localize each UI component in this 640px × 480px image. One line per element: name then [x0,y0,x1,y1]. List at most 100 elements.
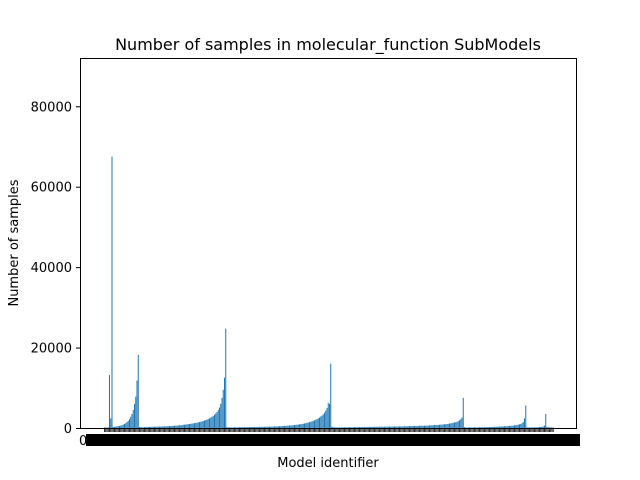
bar [180,425,182,428]
bar [249,427,250,428]
bar [485,427,487,428]
bar [390,426,392,428]
bar [336,427,338,428]
bar [177,425,179,428]
bar [435,425,437,428]
bar [515,425,517,428]
bar [486,427,488,428]
bar [416,425,418,428]
bar [382,426,384,428]
bar [347,427,349,428]
bar [127,420,129,428]
bar [482,427,484,428]
bar [242,427,244,428]
bar [476,427,478,428]
bar [227,427,229,428]
bar [456,421,458,428]
bar [355,427,357,428]
bar [499,426,500,428]
bar [159,426,160,428]
bar [371,426,373,428]
bar [150,426,152,428]
bar [262,426,264,428]
bar [162,426,164,428]
bar [167,426,169,428]
bar [145,427,147,428]
bar [321,415,323,428]
y-tick-label: 20000 [31,342,72,357]
bar [201,421,203,428]
bar [339,427,340,428]
bar [154,426,155,428]
bar [211,416,213,428]
bar [457,421,459,428]
bar [492,426,494,428]
bar [151,426,153,428]
bar [215,413,217,428]
bar [359,427,360,428]
bar [270,426,272,428]
bar [181,425,183,428]
bar [427,425,429,428]
bar [455,422,457,428]
bar [149,426,150,428]
bar [184,424,185,428]
bar [337,427,339,428]
bar [327,403,329,428]
bar [479,427,480,428]
bar [500,426,502,428]
bar [357,427,359,428]
bar [472,427,474,428]
bar [442,424,444,428]
bar [284,425,285,428]
bar [292,425,294,428]
bar [235,427,237,428]
bar [229,427,230,428]
bar [307,422,309,428]
bar [324,412,325,428]
bar [522,421,524,428]
bar [426,425,428,428]
bar [434,425,435,428]
bar [544,425,545,428]
bar [170,425,172,428]
bar [536,427,538,428]
bar [245,427,247,428]
bar [540,426,542,428]
bar [272,426,274,428]
bar [395,426,397,428]
bar [279,426,280,428]
bar [439,424,440,428]
bar [226,427,228,428]
bar [251,427,253,428]
bar [397,426,399,428]
bar [120,425,122,428]
bar [525,405,527,428]
bar [524,418,525,428]
bar [125,423,127,428]
bar [394,426,395,428]
bar [507,426,509,428]
bar [197,422,199,428]
bar [140,427,142,428]
bar [296,424,298,428]
bar [374,426,375,428]
bar [330,363,332,428]
bar [214,414,215,428]
bar [461,417,463,428]
bar [449,423,450,428]
bar [115,426,117,428]
bar [230,427,232,428]
bar [157,426,159,428]
bar [314,420,315,428]
bar [204,420,205,428]
bar [275,426,277,428]
bar [349,427,350,428]
bar [334,427,335,428]
bar [419,425,420,428]
bar [172,425,174,428]
bar [254,426,255,428]
bar [326,407,328,428]
bar [484,427,485,428]
bar [209,418,210,428]
